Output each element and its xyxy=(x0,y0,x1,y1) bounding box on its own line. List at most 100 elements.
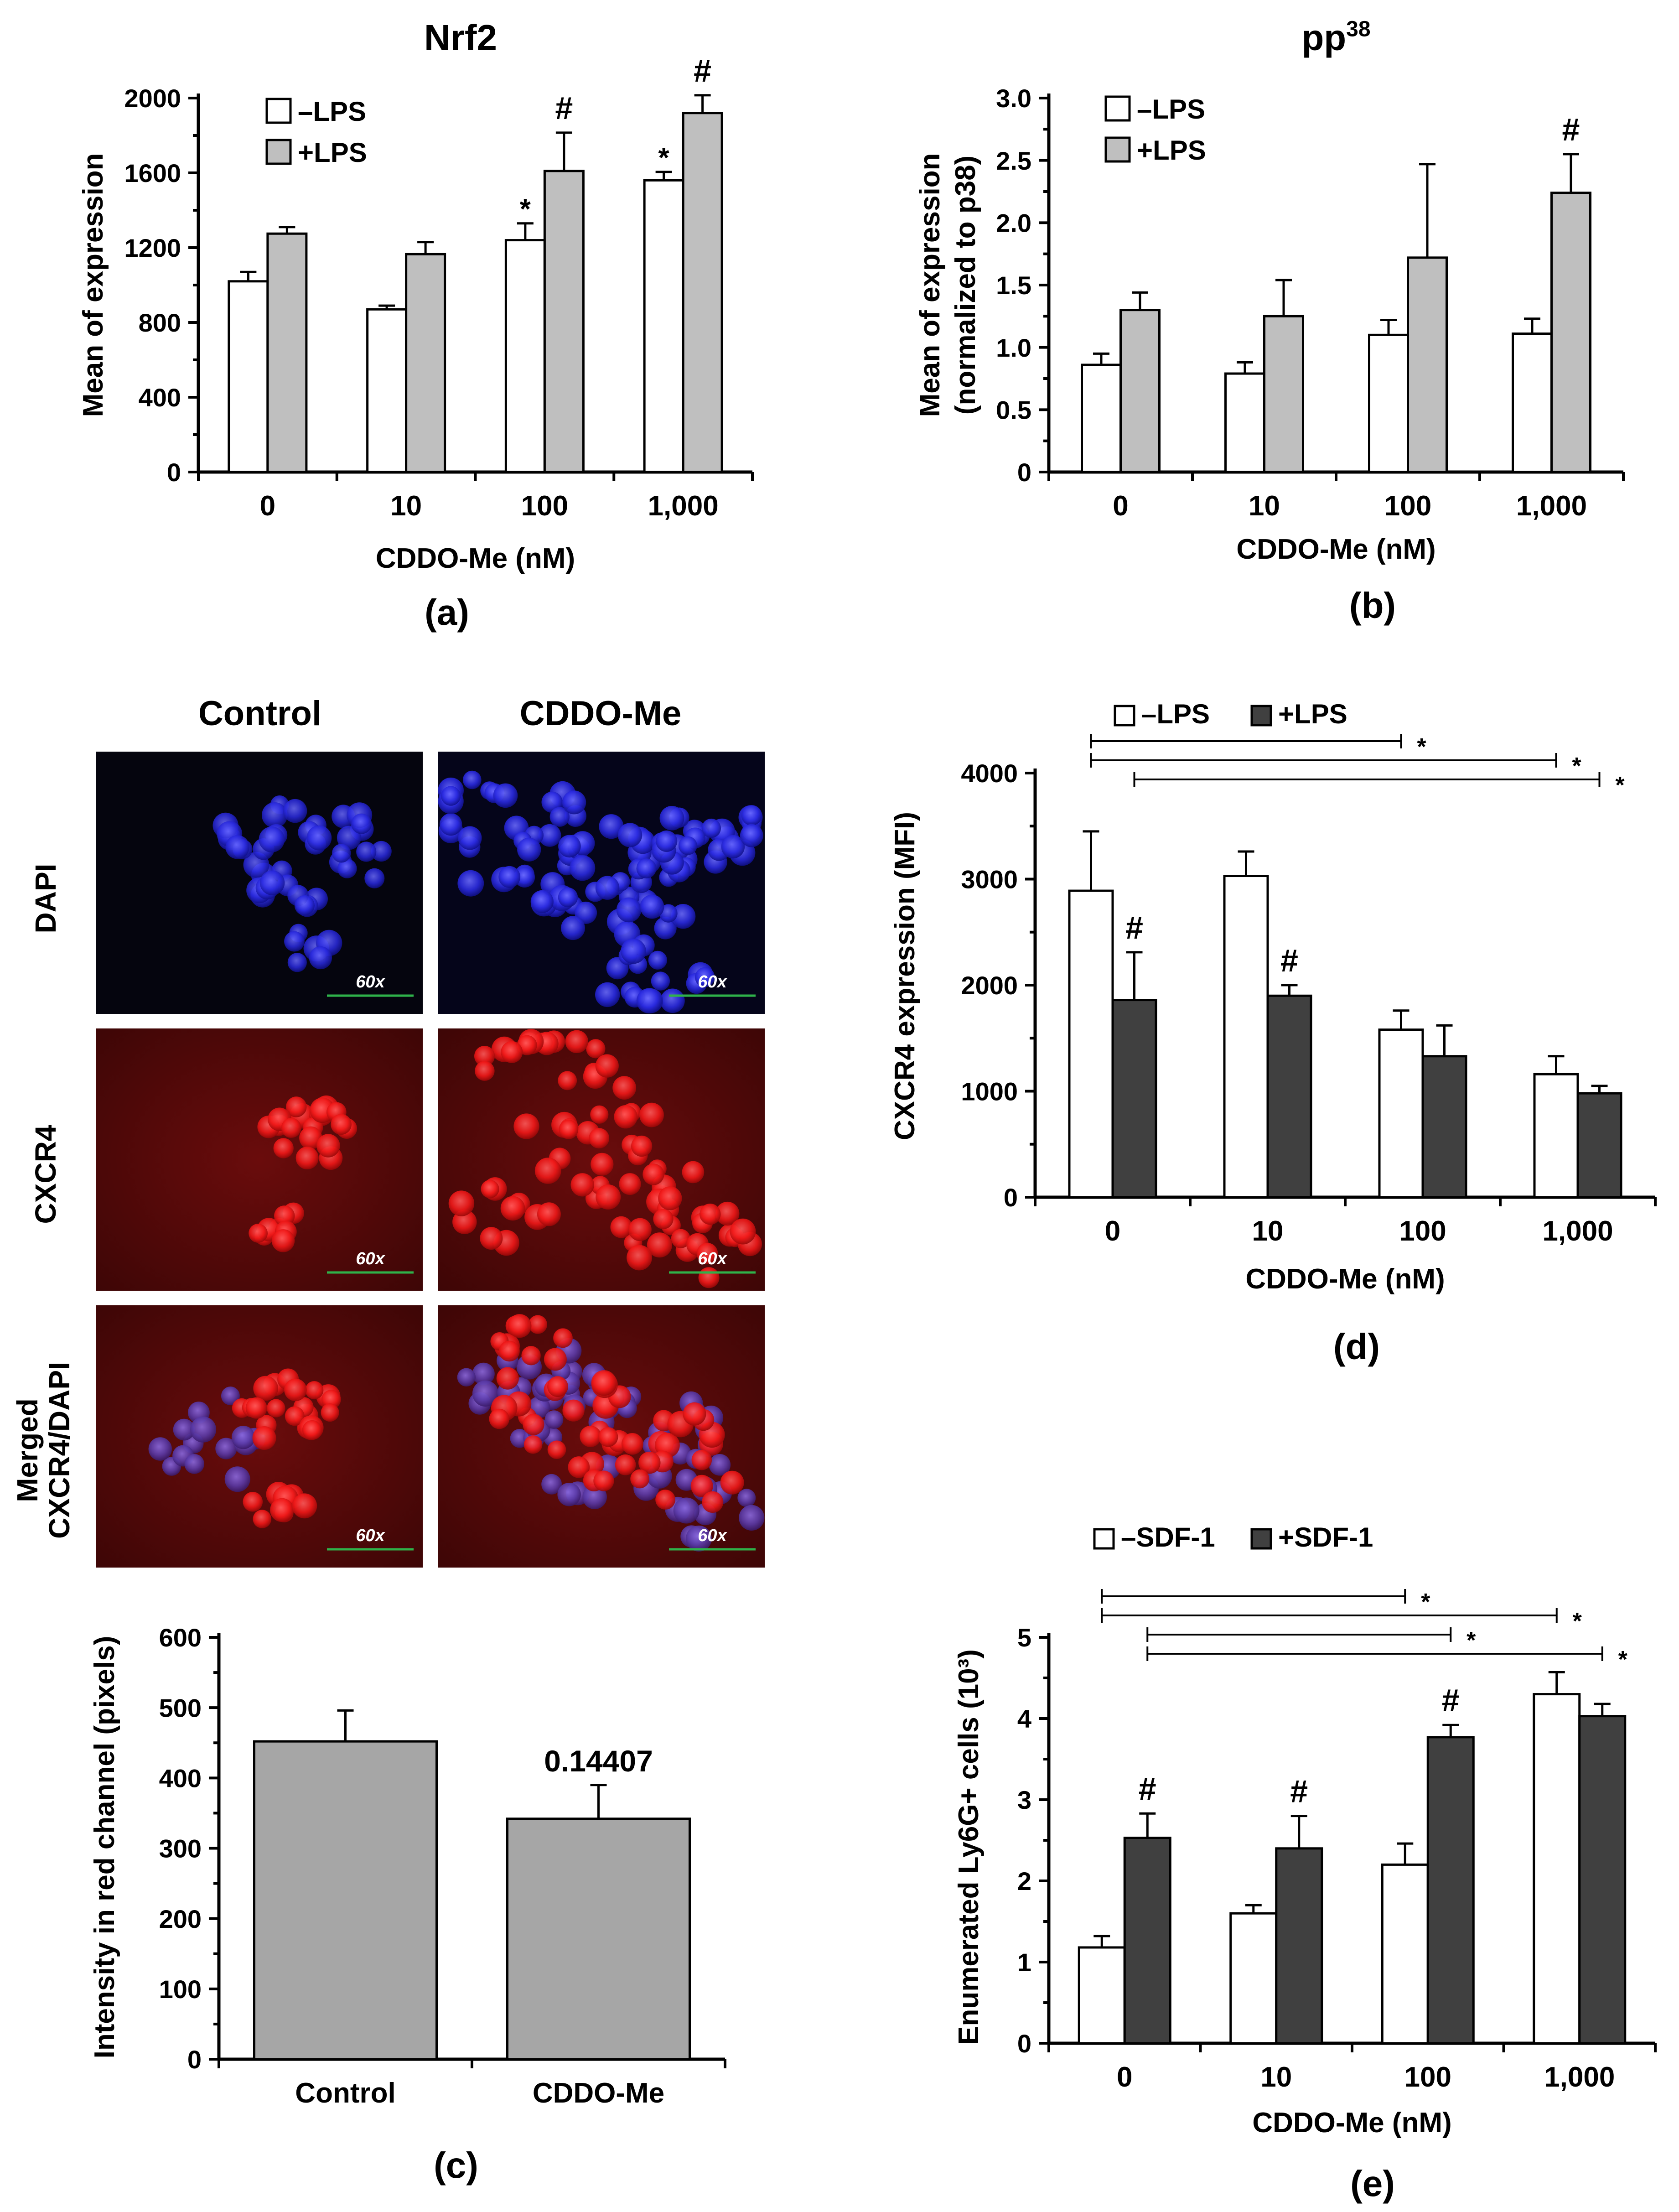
cell xyxy=(544,1410,564,1429)
legend-label: –LPS xyxy=(1141,699,1210,729)
bar xyxy=(1426,1736,1475,2045)
cell xyxy=(671,1229,690,1248)
y-axis-label: Enumerated Ly6G+ cells (10³) xyxy=(953,1649,985,2045)
bar xyxy=(1119,309,1161,473)
cell xyxy=(321,1403,339,1422)
cell xyxy=(698,1267,720,1288)
y-tick-label: 200 xyxy=(159,1905,202,1933)
bar xyxy=(1229,1912,1278,2045)
bar xyxy=(1081,363,1122,473)
significance-marker: # xyxy=(1139,1771,1156,1807)
significance-bracket-label: * xyxy=(1467,1627,1476,1654)
y-tick-label: 1200 xyxy=(124,234,181,262)
cell xyxy=(457,870,484,897)
bar xyxy=(1512,332,1553,473)
cell xyxy=(702,1491,724,1513)
y-tick-label: 2.0 xyxy=(996,208,1031,237)
bar xyxy=(1078,1946,1126,2045)
cell xyxy=(224,1466,250,1492)
x-tick-label: 0 xyxy=(1105,1215,1120,1247)
significance-bracket-label: * xyxy=(1573,1608,1582,1635)
cell xyxy=(305,1381,324,1400)
bar xyxy=(1378,1028,1424,1199)
y-tick-label: 1600 xyxy=(124,159,181,187)
y-tick-label: 600 xyxy=(159,1623,202,1652)
cell xyxy=(670,904,696,929)
cell xyxy=(463,770,482,789)
y-tick-label: 2000 xyxy=(961,971,1018,1000)
cell xyxy=(636,988,662,1014)
cell xyxy=(720,1470,744,1495)
cell xyxy=(701,818,721,838)
cell xyxy=(654,917,677,940)
legend-swatch xyxy=(1104,95,1131,122)
cell xyxy=(695,967,715,987)
cell xyxy=(558,835,581,858)
cell xyxy=(691,1449,712,1470)
cell xyxy=(316,1134,340,1158)
cell xyxy=(523,1413,544,1435)
cell xyxy=(559,1120,579,1139)
cell xyxy=(737,1489,756,1507)
cell xyxy=(565,1030,589,1053)
bar xyxy=(1266,994,1312,1199)
legend-label: –SDF-1 xyxy=(1121,1522,1215,1553)
cell xyxy=(580,1425,601,1447)
panel-label: (d) xyxy=(1333,1326,1380,1367)
significance-marker: # xyxy=(1562,112,1580,147)
cell xyxy=(636,858,657,878)
cell xyxy=(517,837,541,862)
cell xyxy=(610,1216,632,1238)
cell xyxy=(739,1505,765,1531)
cell xyxy=(547,1440,566,1459)
cell xyxy=(457,1368,476,1386)
x-tick-label: 1,000 xyxy=(1542,1215,1613,1247)
bar xyxy=(1368,333,1409,473)
cell xyxy=(284,931,305,952)
micrograph-row-label-cxcr4-dapi: CXCR4/DAPI xyxy=(43,1362,76,1539)
cell xyxy=(639,1102,664,1127)
cell xyxy=(544,1348,567,1371)
bar xyxy=(253,1740,438,2061)
cell xyxy=(683,1402,706,1426)
y-tick-label: 400 xyxy=(139,383,181,412)
micrograph-grid: Control CDDO-Me DAPI CXCR4 Merged CXCR4/… xyxy=(11,694,765,1568)
cell xyxy=(475,1061,495,1081)
bar xyxy=(506,1817,691,2061)
cell xyxy=(591,1153,614,1176)
cell xyxy=(590,1105,609,1124)
panel-label: (a) xyxy=(425,592,469,633)
cell xyxy=(480,1227,503,1250)
cell xyxy=(302,1420,322,1440)
cell xyxy=(690,1475,713,1497)
cell xyxy=(259,826,285,852)
cell xyxy=(686,1525,712,1552)
bar xyxy=(1381,1863,1429,2045)
cell xyxy=(351,813,372,834)
cell xyxy=(448,1190,475,1216)
cell xyxy=(740,824,763,847)
cell xyxy=(647,1232,672,1258)
significance-marker: # xyxy=(1280,943,1298,978)
y-tick-label: 1.0 xyxy=(996,333,1031,362)
legend-swatch xyxy=(265,139,292,165)
cell xyxy=(221,1386,240,1406)
cell xyxy=(627,1245,652,1271)
cell xyxy=(458,826,482,850)
cell xyxy=(184,1454,205,1474)
cell xyxy=(615,1454,636,1475)
x-tick-label: 100 xyxy=(1399,1215,1446,1247)
x-tick-label: 10 xyxy=(1249,490,1280,522)
cell xyxy=(640,894,664,919)
x-axis-label: CDDO-Me (nM) xyxy=(1236,534,1435,565)
y-tick-label: 3 xyxy=(1017,1786,1031,1814)
cell xyxy=(225,835,249,859)
cell xyxy=(253,1510,272,1528)
bar xyxy=(682,112,723,473)
cell xyxy=(331,1114,352,1135)
bar xyxy=(643,179,684,473)
magnification-label: 60x xyxy=(698,1526,727,1545)
cell xyxy=(628,1218,652,1241)
cell xyxy=(643,1163,664,1185)
cell xyxy=(618,823,643,847)
